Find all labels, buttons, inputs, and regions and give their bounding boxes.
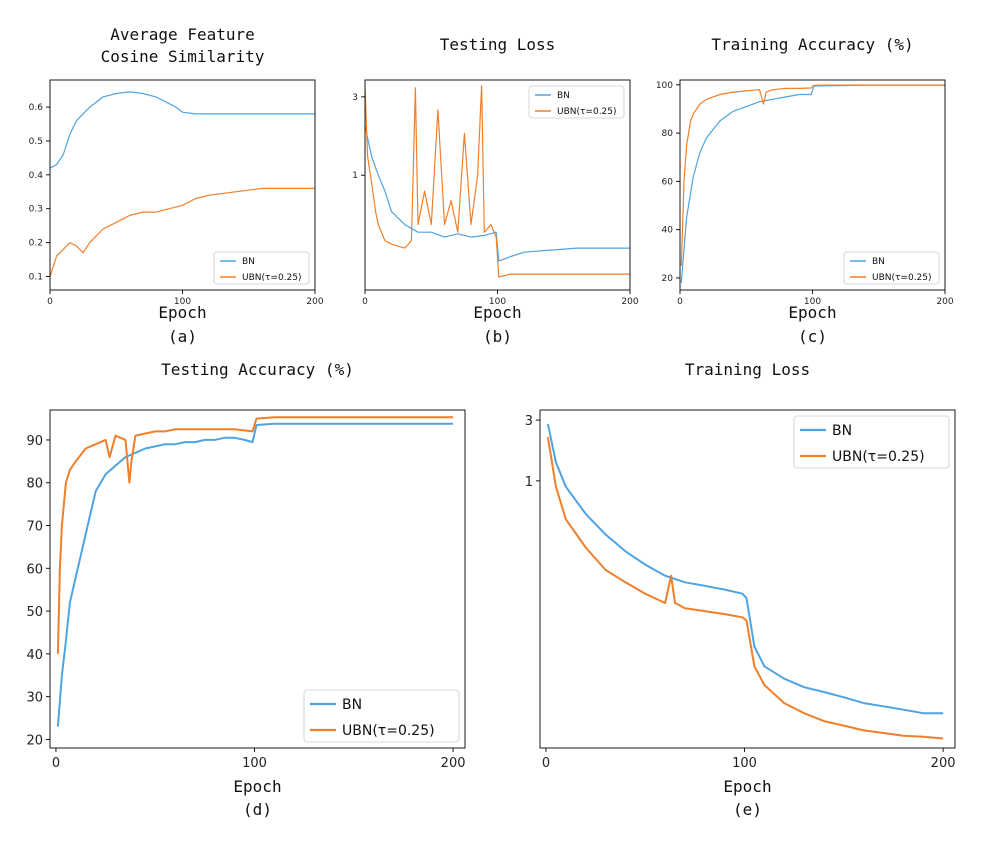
y-tick-label: 0.6: [29, 103, 44, 113]
x-tick-label: 200: [936, 297, 953, 307]
y-tick-label: 30: [26, 691, 43, 706]
chart-title-line: Cosine Similarity: [101, 47, 265, 66]
x-tick-label: 100: [174, 297, 191, 307]
legend-entry-label: UBN(τ=0.25): [557, 107, 617, 117]
panel-label: (d): [243, 800, 272, 819]
chart-title-line: Testing Accuracy (%): [161, 360, 354, 379]
legend: BN UBN(τ=0.25): [213, 251, 310, 285]
axes-frame: [539, 409, 956, 749]
x-axis-label: Epoch: [723, 777, 771, 796]
chart-panel-1: Average Feature Cosine Similarity 0 100 200 0…: [29, 25, 324, 346]
y-tick-label: 1: [352, 171, 358, 181]
legend: BN UBN(τ=0.25): [843, 251, 940, 285]
legend: BN UBN(τ=0.25): [793, 415, 950, 469]
y-tick-label: 80: [662, 129, 674, 139]
legend-entry-label: BN: [832, 423, 852, 439]
y-tick-label: 0.5: [29, 137, 43, 147]
x-tick-label: 200: [441, 756, 466, 771]
y-tick-label: 20: [26, 733, 43, 748]
y-tick-label: 3: [352, 93, 358, 103]
x-axis-label: Epoch: [788, 303, 836, 322]
x-tick-label: 200: [931, 756, 956, 771]
y-tick-label: 40: [26, 648, 43, 663]
y-tick-label: 90: [26, 434, 43, 449]
chart-title-line: Average Feature: [110, 25, 255, 44]
chart-title-line: Training Loss: [685, 360, 810, 379]
y-tick-label: 80: [26, 477, 43, 492]
legend-box: [303, 689, 460, 743]
y-tick-label: 3: [525, 414, 533, 429]
x-tick-label: 0: [362, 297, 368, 307]
legend-entry-label: BN: [557, 91, 570, 101]
x-tick-label: 0: [677, 297, 683, 307]
x-tick-label: 100: [489, 297, 506, 307]
series-line-bn: [56, 422, 454, 727]
y-tick-label: 1: [525, 475, 533, 490]
legend-box: [528, 85, 625, 119]
x-tick-label: 0: [542, 756, 550, 771]
panel-label: (e): [733, 800, 762, 819]
legend: BN UBN(τ=0.25): [303, 689, 460, 743]
series-line-ubn: [680, 84, 945, 266]
chart-panel-3: Training Accuracy (%)0 100 20020406080100E…: [656, 35, 954, 346]
x-axis-label: Epoch: [473, 303, 521, 322]
y-tick-label: 0.1: [29, 272, 43, 282]
series-line-ubn: [50, 187, 315, 277]
legend-box: [213, 251, 310, 285]
legend-entry-label: BN: [342, 697, 362, 713]
x-tick-label: 200: [621, 297, 638, 307]
x-tick-label: 100: [732, 756, 757, 771]
panel-label: (b): [483, 327, 512, 346]
legend: BN UBN(τ=0.25): [528, 85, 625, 119]
y-tick-label: 0.4: [29, 171, 44, 181]
x-axis-label: Epoch: [158, 303, 206, 322]
legend-box: [793, 415, 950, 469]
chart-panel-2: Testing Loss 0 100 200 1 3 Epoch (b) BN UBN(τ=0.2…: [352, 35, 639, 346]
chart-panel-4: Testing Accuracy (%) 0 100 200 20 30 40 50 60 70 8…: [26, 360, 465, 819]
chart-title-line: Testing Loss: [440, 35, 556, 54]
legend-entry-label: UBN(τ=0.25): [832, 449, 925, 465]
y-tick-label: 0.3: [29, 205, 43, 215]
legend-box: [843, 251, 940, 285]
y-tick-label: 0.2: [29, 239, 43, 249]
x-tick-label: 100: [804, 297, 821, 307]
panel-label: (a): [168, 327, 197, 346]
y-tick-label: 20: [662, 274, 674, 284]
legend-entry-label: BN: [242, 257, 255, 267]
legend-entry-label: UBN(τ=0.25): [342, 723, 435, 739]
x-tick-label: 100: [242, 756, 267, 771]
legend-entry-label: BN: [872, 257, 885, 267]
series-line-bn: [50, 91, 315, 169]
series-line-ubn: [546, 437, 944, 740]
legend-entry-label: UBN(τ=0.25): [872, 273, 932, 283]
y-tick-label: 40: [662, 226, 674, 236]
x-tick-label: 0: [47, 297, 53, 307]
x-tick-label: 0: [52, 756, 60, 771]
series-line-bn: [546, 423, 944, 715]
panel-label: (c): [798, 327, 827, 346]
series-line-ubn: [365, 85, 630, 278]
legend-entry-label: UBN(τ=0.25): [242, 273, 302, 283]
y-tick-label: 60: [26, 562, 43, 577]
y-tick-label: 70: [26, 520, 43, 535]
y-tick-label: 100: [656, 81, 673, 91]
y-tick-label: 60: [662, 177, 674, 187]
x-axis-label: Epoch: [233, 777, 281, 796]
chart-title-line: Training Accuracy (%): [711, 35, 913, 54]
chart-panel-5: Training Loss 0 100 200 1 3 Epoch (e) BN UBN(τ=0.…: [525, 360, 956, 819]
series-line-bn: [365, 125, 630, 262]
series-line-ubn: [56, 416, 454, 654]
y-tick-label: 50: [26, 605, 43, 620]
axes-frame: [49, 409, 466, 749]
x-tick-label: 200: [306, 297, 323, 307]
